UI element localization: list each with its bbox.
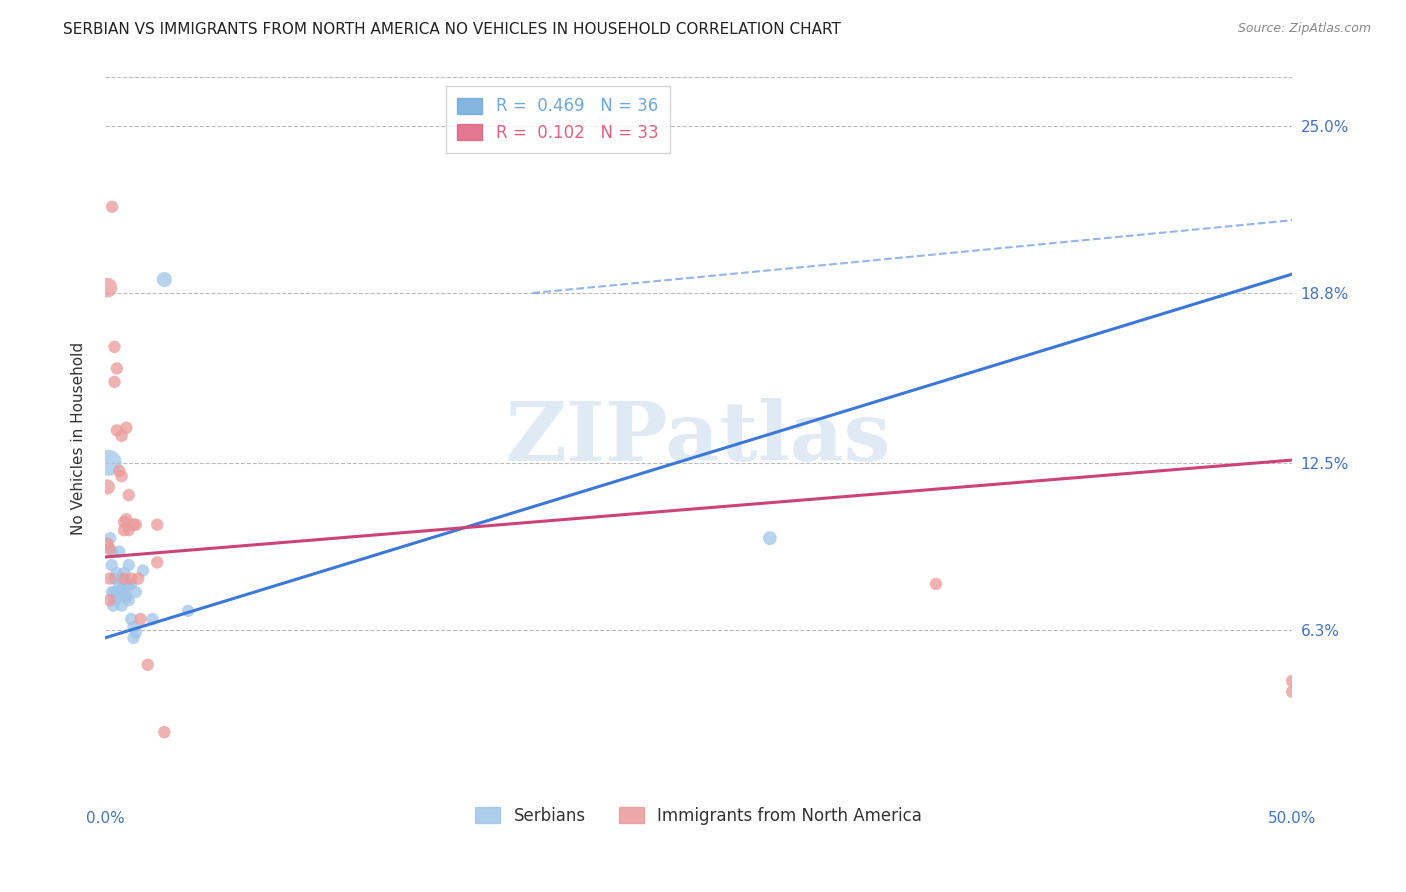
Point <box>115 588 138 602</box>
Point <box>132 564 155 578</box>
Point <box>103 585 125 599</box>
Point <box>96 536 118 550</box>
Point <box>153 725 176 739</box>
Point <box>105 585 128 599</box>
Point <box>125 625 148 640</box>
Text: SERBIAN VS IMMIGRANTS FROM NORTH AMERICA NO VEHICLES IN HOUSEHOLD CORRELATION CH: SERBIAN VS IMMIGRANTS FROM NORTH AMERICA… <box>63 22 841 37</box>
Point <box>108 544 131 558</box>
Point <box>118 488 141 502</box>
Legend: Serbians, Immigrants from North America: Serbians, Immigrants from North America <box>465 797 932 835</box>
Point <box>104 593 127 607</box>
Point <box>118 577 141 591</box>
Point <box>98 572 121 586</box>
Point <box>146 517 169 532</box>
Point <box>122 631 145 645</box>
Point <box>101 544 124 558</box>
Point <box>1281 673 1303 688</box>
Point <box>112 523 135 537</box>
Point <box>112 515 135 529</box>
Point <box>112 572 135 586</box>
Point <box>101 585 124 599</box>
Point <box>136 657 159 672</box>
Point <box>758 531 780 545</box>
Point <box>105 361 128 376</box>
Point <box>125 517 148 532</box>
Y-axis label: No Vehicles in Household: No Vehicles in Household <box>72 342 86 535</box>
Point <box>97 456 120 470</box>
Text: Source: ZipAtlas.com: Source: ZipAtlas.com <box>1237 22 1371 36</box>
Point <box>105 424 128 438</box>
Point <box>105 591 128 605</box>
Point <box>108 577 131 591</box>
Point <box>115 512 138 526</box>
Point <box>127 572 149 586</box>
Point <box>120 572 142 586</box>
Point <box>110 572 132 586</box>
Point <box>125 585 148 599</box>
Point <box>120 612 142 626</box>
Point <box>96 480 118 494</box>
Point <box>118 593 141 607</box>
Point <box>141 612 163 626</box>
Point <box>103 375 125 389</box>
Point <box>112 566 135 581</box>
Point <box>118 523 141 537</box>
Point <box>110 429 132 443</box>
Point <box>103 340 125 354</box>
Point <box>122 620 145 634</box>
Point <box>110 599 132 613</box>
Point <box>115 420 138 434</box>
Point <box>118 558 141 573</box>
Point <box>98 531 121 545</box>
Point <box>120 577 142 591</box>
Point <box>101 200 124 214</box>
Point <box>122 517 145 532</box>
Point <box>98 541 121 556</box>
Point <box>98 593 121 607</box>
Point <box>103 599 125 613</box>
Point <box>153 272 176 286</box>
Point <box>177 604 200 618</box>
Point <box>1281 685 1303 699</box>
Point <box>100 558 122 573</box>
Point <box>108 585 131 599</box>
Point <box>96 280 118 294</box>
Point <box>115 591 138 605</box>
Point <box>103 572 125 586</box>
Point <box>105 566 128 581</box>
Point <box>108 464 131 478</box>
Point <box>146 556 169 570</box>
Text: ZIPatlas: ZIPatlas <box>506 399 891 478</box>
Point <box>114 580 136 594</box>
Point <box>129 612 152 626</box>
Point <box>110 469 132 483</box>
Point <box>110 582 132 597</box>
Point <box>925 577 948 591</box>
